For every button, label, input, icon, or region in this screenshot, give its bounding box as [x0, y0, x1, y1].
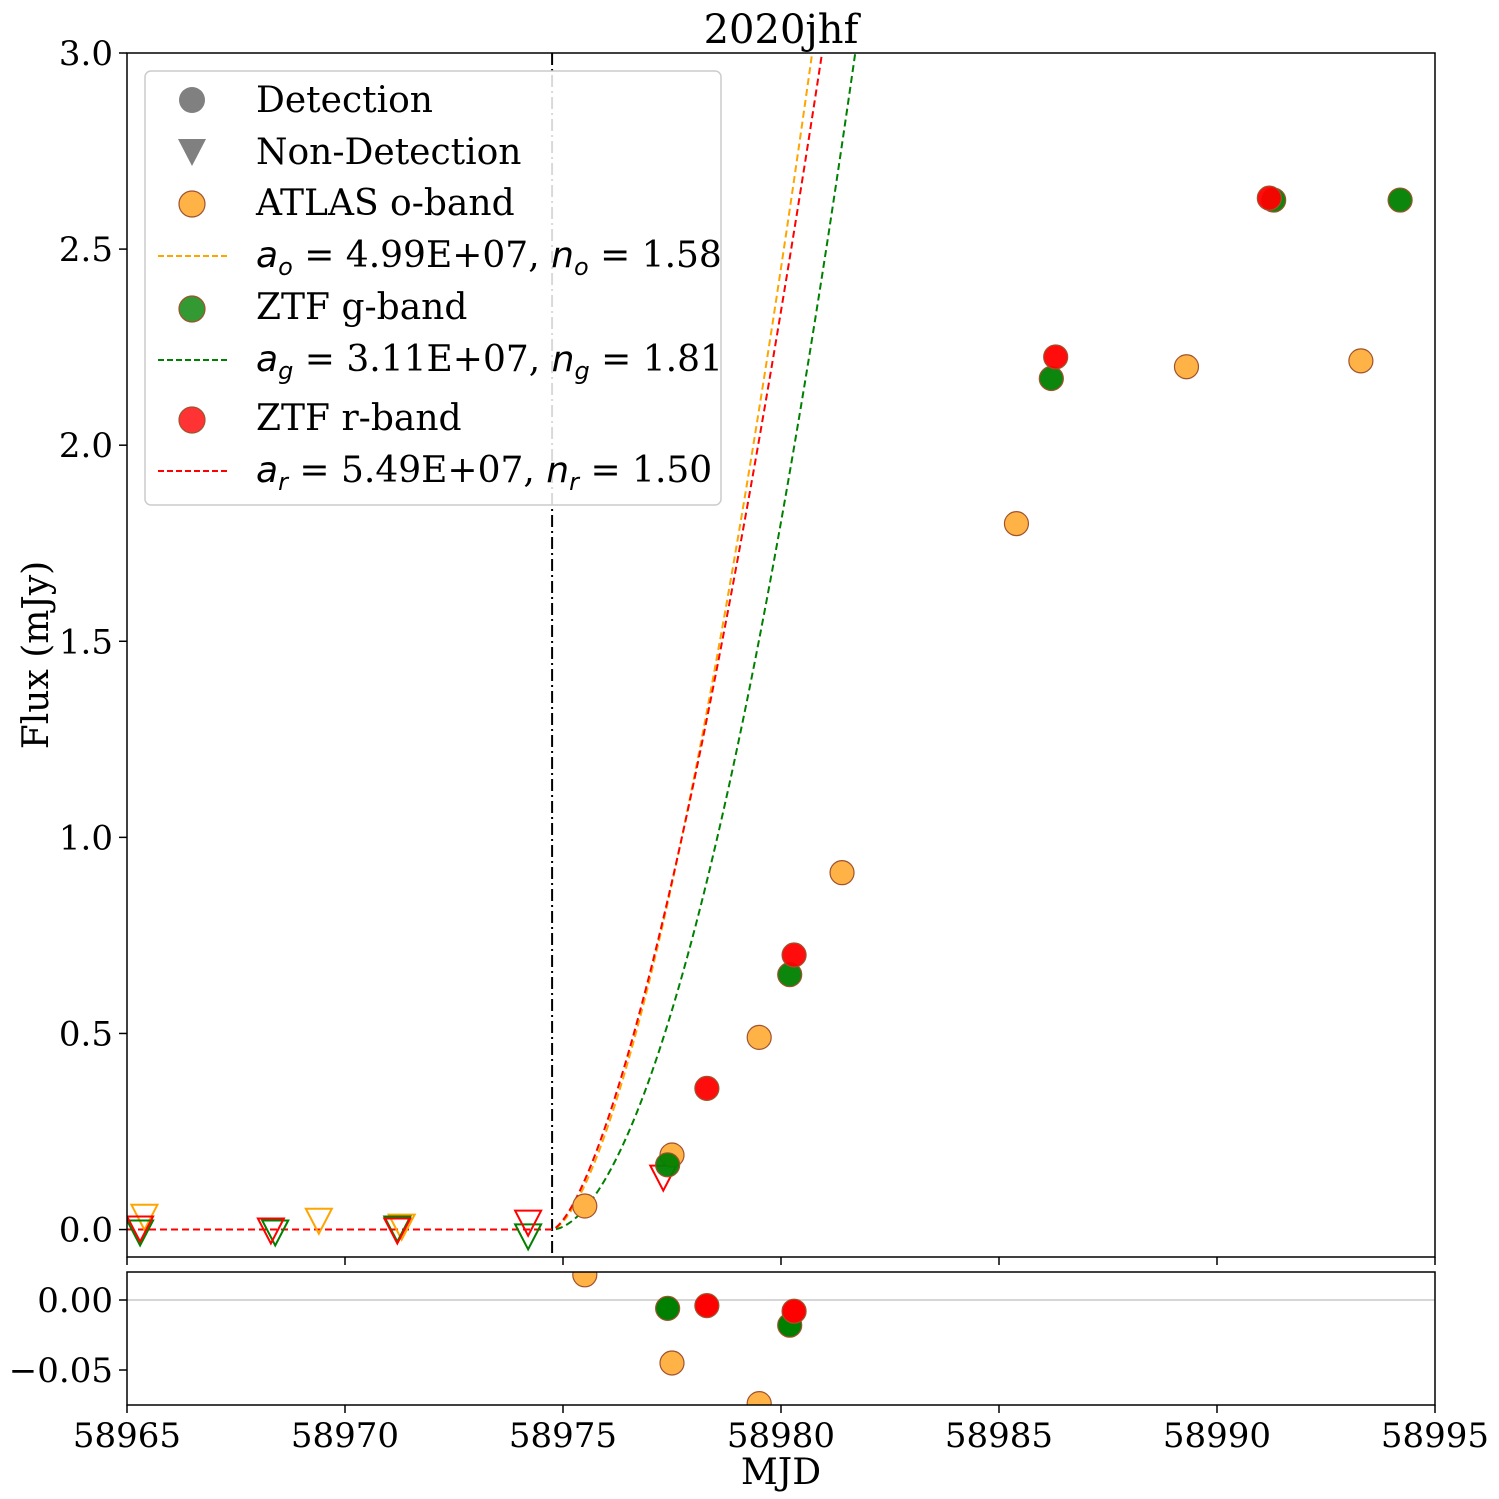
- detection-o: [746, 1024, 772, 1050]
- x-tick-label: 58985: [945, 1416, 1053, 1456]
- legend-g-label: ZTF g-band: [256, 287, 467, 328]
- residual-g: [655, 1295, 681, 1322]
- y-tick-label: 1.0: [59, 818, 113, 858]
- y-tick-label: 2.5: [59, 230, 113, 270]
- residual-panel: 0.00 −0.05 58965 58970 58975 58980 58985 58990…: [9, 1271, 1489, 1456]
- detection-o: [572, 1193, 598, 1219]
- x-tick-label: 58970: [291, 1416, 399, 1456]
- x-tick-label: 58975: [509, 1416, 617, 1456]
- y-tick-label: 1.5: [59, 622, 113, 662]
- fit-curve-o: [127, 53, 814, 1231]
- data-points: [127, 185, 1413, 1252]
- legend-nondetection-label: Non-Detection: [256, 132, 521, 173]
- nondetection-g: [513, 1223, 543, 1252]
- legend-o-label: ATLAS o-band: [255, 183, 515, 224]
- legend-detection-marker: [179, 87, 205, 113]
- residual-o: [746, 1391, 772, 1405]
- y-tick-label: 0.5: [59, 1014, 113, 1054]
- y-axis-label: Flux (mJy): [16, 561, 57, 749]
- detection-g: [1038, 365, 1064, 392]
- detection-o: [829, 860, 855, 886]
- nondetection-g: [127, 1219, 155, 1248]
- legend: Detection Non-Detection ATLAS o-band ao …: [144, 70, 723, 506]
- residual-o: [572, 1272, 598, 1288]
- detection-o: [1348, 348, 1374, 374]
- residual-r: [694, 1292, 720, 1319]
- fit-curve-r: [127, 53, 824, 1231]
- nondetection-r: [382, 1217, 412, 1246]
- residual-plot-frame: [126, 1271, 1436, 1406]
- residual-points: [572, 1272, 807, 1405]
- y-tick-label: 0.0: [59, 1211, 113, 1251]
- fit-curve-g: [127, 53, 857, 1231]
- nondetection-g: [260, 1219, 290, 1248]
- x-axis-label: MJD: [741, 1452, 821, 1493]
- x-tick-label: 58980: [727, 1416, 835, 1456]
- detection-r: [694, 1075, 720, 1101]
- x-tick-label: 58995: [1381, 1416, 1489, 1456]
- residual-r: [781, 1298, 807, 1324]
- x-tick-label: 58990: [1163, 1416, 1271, 1456]
- legend-o-marker: [178, 190, 206, 218]
- residual-o: [659, 1350, 685, 1376]
- nondetection-o: [304, 1207, 334, 1236]
- legend-nondetection-marker: [178, 139, 206, 166]
- main-panel: 0.0 0.5 1.0 1.5 2.0 2.5 3.0: [59, 34, 1436, 1265]
- residual-y-axis-ticks: 0.00 −0.05: [9, 1281, 127, 1391]
- y-tick-label: 2.0: [59, 426, 113, 466]
- x-axis-ticks-main: [126, 1257, 1436, 1265]
- legend-r-marker: [178, 406, 206, 434]
- legend-box: [144, 70, 722, 506]
- fit-curves: [127, 53, 857, 1231]
- detection-o: [1173, 354, 1200, 380]
- x-axis-ticks: 58965 58970 58975 58980 58985 58990 58995: [73, 1405, 1489, 1456]
- nondetection-r: [127, 1215, 155, 1244]
- legend-o-fit-label: ao = 4.99E+07, no = 1.58: [256, 235, 722, 281]
- chart-title: 2020jhf: [704, 7, 862, 53]
- legend-g-fit-label: ag = 3.11E+07, ng = 1.81: [256, 339, 723, 385]
- x-tick-label: 58965: [73, 1416, 181, 1456]
- legend-g-marker: [178, 295, 206, 323]
- nondetection-r: [513, 1209, 543, 1238]
- detection-g: [655, 1152, 681, 1178]
- detection-r: [1043, 344, 1069, 370]
- y-axis-ticks: 0.0 0.5 1.0 1.5 2.0 2.5 3.0: [59, 34, 127, 1251]
- detection-o: [1003, 511, 1030, 537]
- residual-y-tick-label: 0.00: [37, 1281, 113, 1321]
- detection-g: [1387, 187, 1413, 213]
- nondetection-r: [256, 1217, 286, 1246]
- nondetection-o: [387, 1213, 417, 1242]
- detection-r: [1256, 185, 1282, 211]
- legend-detection-label: Detection: [256, 80, 433, 121]
- y-tick-label: 3.0: [59, 34, 113, 74]
- detection-r: [781, 942, 807, 968]
- legend-r-fit-label: ar = 5.49E+07, nr = 1.50: [256, 450, 712, 496]
- residual-y-tick-label: −0.05: [9, 1351, 113, 1391]
- legend-r-label: ZTF r-band: [256, 398, 462, 439]
